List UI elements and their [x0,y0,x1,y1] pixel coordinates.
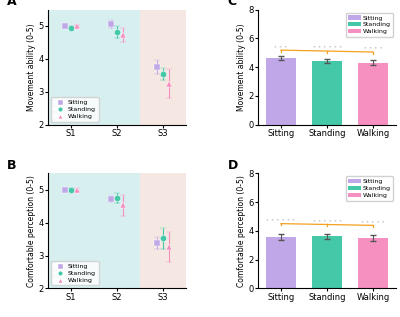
Bar [312,236,342,288]
Text: * * *: * * * [274,46,288,49]
Bar [140,10,186,125]
Legend: Sitting, Standing, Walking: Sitting, Standing, Walking [51,261,98,285]
Text: D: D [228,158,238,171]
Y-axis label: Movement ability (0-5): Movement ability (0-5) [236,23,246,111]
Y-axis label: Comfortable perception (0-5): Comfortable perception (0-5) [27,175,36,287]
Legend: Sitting, Standing, Walking: Sitting, Standing, Walking [346,13,393,37]
Text: A: A [6,0,16,8]
Bar [266,237,296,288]
Bar [48,10,140,125]
Y-axis label: Comfortable perception (0-5): Comfortable perception (0-5) [236,175,246,287]
Text: B: B [6,158,16,171]
Legend: Sitting, Standing, Walking: Sitting, Standing, Walking [346,176,393,201]
Text: * * * * * *: * * * * * * [266,219,295,223]
Bar [266,58,296,125]
Text: C: C [228,0,237,8]
Legend: Sitting, Standing, Walking: Sitting, Standing, Walking [51,97,98,122]
Text: * * * *: * * * * [364,48,382,51]
Text: * * * * * *: * * * * * * [312,46,341,50]
Y-axis label: Movement ability (0-5): Movement ability (0-5) [27,23,36,111]
Bar [140,173,186,288]
Text: * * * * * *: * * * * * * [312,220,341,224]
Bar [358,238,388,288]
Bar [312,61,342,125]
Bar [358,62,388,125]
Text: * * * * *: * * * * * [361,221,385,225]
Bar [48,173,140,288]
